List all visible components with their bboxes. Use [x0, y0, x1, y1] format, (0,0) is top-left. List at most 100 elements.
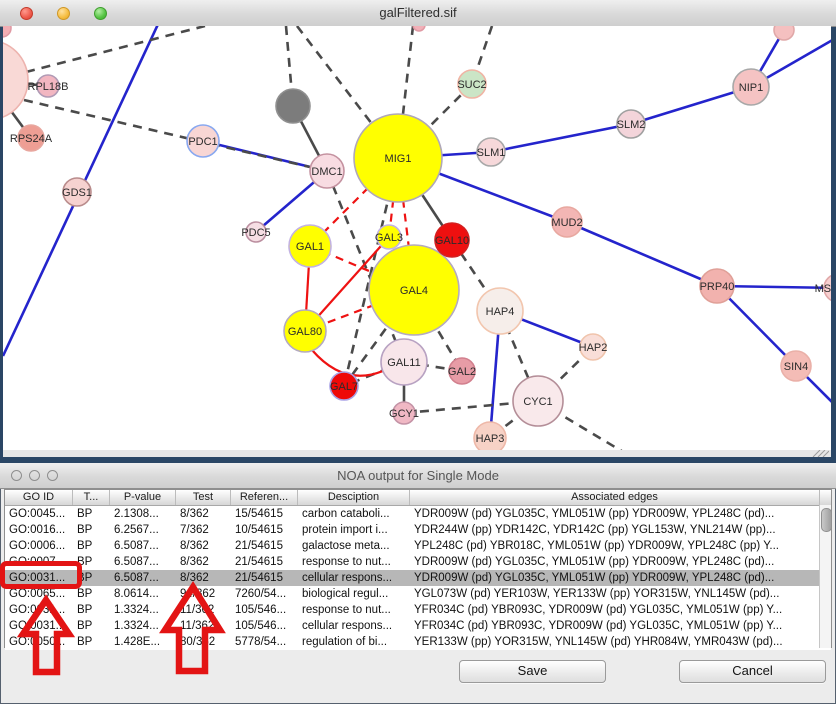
edge-blue[interactable] — [716, 284, 831, 290]
node-label-HAP3: HAP3 — [476, 433, 505, 445]
cell: BP — [77, 572, 93, 584]
node-GAL1[interactable] — [288, 224, 332, 268]
node-PRP40[interactable] — [699, 268, 735, 304]
node-GAL10[interactable] — [434, 222, 470, 258]
edge-blue[interactable] — [566, 220, 718, 288]
column-header-desciption[interactable]: Desciption — [298, 490, 410, 505]
close-button-icon-inactive[interactable] — [11, 470, 22, 481]
node-unnamed-topright[interactable] — [773, 26, 795, 41]
node-GAL3[interactable] — [376, 224, 402, 250]
save-button[interactable]: Save — [459, 660, 606, 683]
column-header-test[interactable]: Test — [176, 490, 231, 505]
node-GAL80[interactable] — [283, 309, 327, 353]
column-header-go-id[interactable]: GO ID — [5, 490, 73, 505]
zoom-button-icon[interactable] — [94, 7, 107, 20]
node-NIP1[interactable] — [732, 68, 770, 106]
node-label-GAL1: GAL1 — [296, 241, 324, 253]
table-row[interactable]: GO:0016... BP 6.2567... 7/362 10/54615 protei… — [5, 522, 831, 538]
edge-dashed[interactable] — [396, 26, 415, 159]
cell: 6.5087... — [114, 572, 159, 584]
table-row[interactable]: GO:0050... BP 1.428E... 80/362 5778/54... reg… — [5, 634, 831, 650]
node-HAP2[interactable] — [579, 333, 607, 361]
table-row[interactable]: GO:0006... BP 6.5087... 8/362 21/54615 galact… — [5, 538, 831, 554]
node-RPL18B[interactable] — [36, 74, 60, 98]
node-SLM2[interactable] — [616, 109, 646, 139]
node-GDS1[interactable] — [62, 177, 92, 207]
node-label-HAP2: HAP2 — [579, 342, 608, 354]
node-MUD2[interactable] — [551, 206, 583, 238]
table-row[interactable]: GO:0031... BP 1.3324... 11/362 105/546... cel… — [5, 618, 831, 634]
cell: cellular respons... — [302, 572, 393, 584]
node-CYC1[interactable] — [512, 375, 564, 427]
cell: 10/54615 — [235, 524, 283, 536]
network-canvas[interactable]: RPL18B RPS24A GDS1 PDC1 MIG1 DMC1 SUC2 SLM1 SLM2… — [3, 26, 831, 450]
node-RPS24A[interactable] — [17, 124, 45, 152]
edge-blue[interactable] — [630, 85, 752, 126]
table-row[interactable]: GO:0065... BP 8.0614... 94/362 7260/54... bio… — [5, 586, 831, 602]
node-label-RPL18B: RPL18B — [28, 81, 69, 93]
cell: 1.3324... — [114, 620, 159, 632]
node-GCY1[interactable] — [392, 401, 416, 425]
edge-dashed[interactable] — [295, 26, 400, 159]
edge-dashed[interactable] — [325, 170, 406, 363]
minimize-button-icon[interactable] — [57, 7, 70, 20]
cell: YDR244W (pp) YDR142C, YDR142C (pp) YGL15… — [414, 524, 776, 536]
node-HAP3[interactable] — [473, 421, 507, 450]
edge-dashed[interactable] — [25, 26, 206, 74]
zoom-button-icon-inactive[interactable] — [47, 470, 58, 481]
node-GAL2[interactable] — [448, 357, 476, 385]
node-SIN4[interactable] — [780, 350, 812, 382]
table-row[interactable]: GO:0031... BP 6.5087... 8/362 21/54615 cellul… — [5, 570, 831, 586]
column-header-referen[interactable]: Referen... — [231, 490, 298, 505]
node-GAL11[interactable] — [380, 338, 428, 386]
cell: GO:0031... — [9, 572, 66, 584]
node-SUC2[interactable] — [457, 69, 487, 99]
cell: GO:0031... — [9, 604, 66, 616]
edge-blue[interactable] — [490, 122, 632, 154]
cell: BP — [77, 556, 93, 568]
cell: GO:0006... — [9, 540, 66, 552]
go-results-table: GO ID T... P-value Test Referen... Desciption… — [4, 489, 832, 650]
column-header-p-value[interactable]: P-value — [110, 490, 176, 505]
node-MSL1[interactable] — [823, 274, 831, 302]
cancel-button[interactable]: Cancel — [679, 660, 826, 683]
node-unnamed-left-large[interactable] — [3, 40, 29, 120]
minimize-button-icon-inactive[interactable] — [29, 470, 40, 481]
scrollbar-thumb[interactable] — [821, 508, 832, 532]
column-header-associated-edges[interactable]: Associated edges — [410, 490, 820, 505]
node-HAP4[interactable] — [476, 287, 524, 335]
edge-dashed[interactable] — [23, 98, 328, 173]
node-label-GDS1: GDS1 — [62, 187, 92, 199]
cell: 94/362 — [180, 588, 216, 600]
node-PDC5[interactable] — [245, 221, 267, 243]
noa-window-titlebar[interactable]: NOA output for Single Mode — [0, 463, 836, 489]
cell: 21/54615 — [235, 556, 283, 568]
node-label-MSL1: MSL1 — [815, 283, 831, 295]
vertical-scrollbar[interactable] — [819, 505, 832, 648]
cell: 1.428E... — [114, 636, 161, 648]
node-DMC1[interactable] — [309, 153, 345, 189]
cell: cellular respons... — [302, 620, 393, 632]
node-PDC1[interactable] — [186, 124, 220, 158]
node-GAL7[interactable] — [329, 371, 359, 401]
node-unnamed-top[interactable] — [412, 26, 426, 32]
resize-grip-icon[interactable] — [811, 450, 829, 457]
node-MIG1[interactable] — [353, 113, 443, 203]
node-SLM1[interactable] — [476, 137, 506, 167]
column-header-t[interactable]: T... — [73, 490, 110, 505]
node-label-SIN4: SIN4 — [784, 361, 808, 373]
cell: YDR009W (pd) YGL035C, YML051W (pp) YDR00… — [414, 572, 775, 584]
network-window-titlebar[interactable]: galFiltered.sif — [0, 0, 836, 27]
table-row[interactable]: GO:0007... BP 6.5087... 8/362 21/54615 respon… — [5, 554, 831, 570]
node-unnamed-gray[interactable] — [275, 88, 311, 124]
table-row[interactable]: GO:0031... BP 1.3324... 11/362 105/546... res… — [5, 602, 831, 618]
cell: 80/362 — [180, 636, 216, 648]
close-button-icon[interactable] — [20, 7, 33, 20]
cell: YFR034C (pd) YBR093C, YDR009W (pd) YGL03… — [414, 604, 783, 616]
edge-blue[interactable] — [716, 285, 797, 367]
node-unnamed-corner[interactable] — [3, 26, 12, 38]
cell: GO:0007... — [9, 556, 66, 568]
table-row[interactable]: GO:0045... BP 2.1308... 8/362 15/54615 carbon… — [5, 506, 831, 522]
node-GAL4[interactable] — [368, 244, 460, 336]
node-label-GAL4: GAL4 — [400, 285, 428, 297]
